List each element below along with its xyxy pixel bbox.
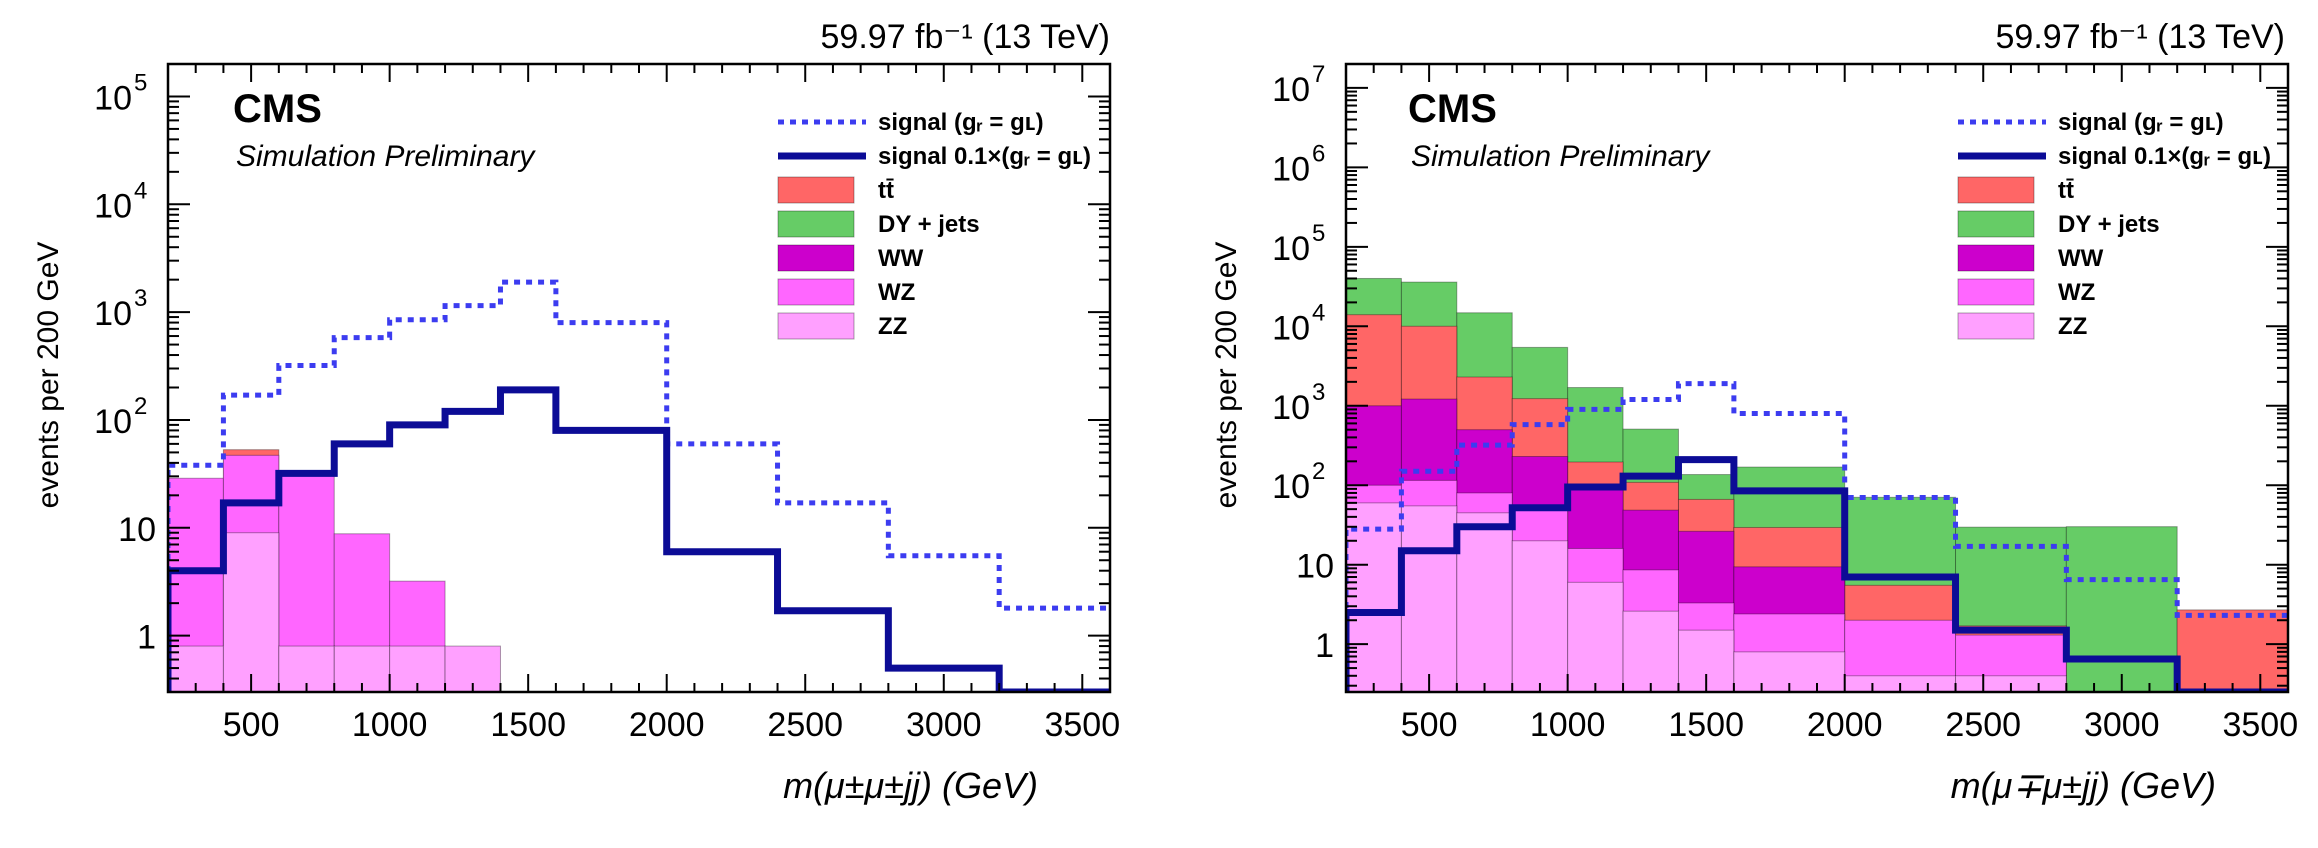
y-tick-label: 10 — [1272, 230, 1310, 268]
lumi-label-left: 59.97 fb⁻¹ (13 TeV) — [821, 18, 1110, 56]
legend-label-wz: WZ — [878, 279, 915, 306]
x-tick-label: 3500 — [2222, 706, 2298, 744]
x-tick-label: 2500 — [1945, 706, 2021, 744]
y-tick-label: 10 — [1296, 548, 1334, 586]
y-tick-exponent: 4 — [1312, 299, 1325, 326]
legend-swatch-ww — [777, 244, 855, 272]
legend-label-ww: WW — [878, 245, 924, 272]
y-tick-label: 10 — [94, 187, 132, 225]
sub-label-left: Simulation Preliminary — [236, 140, 536, 173]
y-tick-label: 10 — [1272, 389, 1310, 427]
plot-inner — [1346, 277, 2288, 692]
sub-label-right: Simulation Preliminary — [1411, 140, 1711, 173]
y-tick-label: 10 — [1272, 150, 1310, 188]
x-tick-label: 2500 — [767, 706, 843, 744]
x-tick-label: 1000 — [1530, 706, 1606, 744]
legend-swatch-zz — [1957, 312, 2035, 340]
y-tick-exponent: 2 — [134, 393, 147, 420]
y-tick-label: 10 — [1272, 309, 1310, 347]
x-tick-label: 3000 — [906, 706, 982, 744]
x-tick-label: 2000 — [629, 706, 705, 744]
plot-inner — [168, 279, 1110, 692]
y-tick-label: 10 — [94, 295, 132, 333]
bar-zz-bin-2 — [1456, 512, 1513, 692]
legend-label-ttbar: tt̄ — [878, 177, 894, 204]
legend-label-signal_dotted: signal (gᵣ = gʟ) — [2058, 109, 2224, 136]
bar-zz-bin-1 — [222, 532, 280, 692]
y-tick-label: 10 — [1272, 468, 1310, 506]
cms-label-left: CMS — [233, 87, 322, 131]
legend-label-signal_solid: signal 0.1×(gᵣ = gʟ) — [878, 143, 1091, 170]
legend-label-signal_solid: signal 0.1×(gᵣ = gʟ) — [2058, 143, 2271, 170]
legend-swatch-wz — [1957, 278, 2035, 306]
left-panel: 59.97 fb⁻¹ (13 TeV) events per 200 GeV m… — [32, 18, 1120, 806]
x-tick-label: 3500 — [1044, 706, 1120, 744]
legend-swatch-wz — [777, 278, 855, 306]
bar-zz-bin-1 — [1400, 505, 1458, 692]
y-tick-exponent: 5 — [1312, 220, 1325, 247]
bar-zz-bin-3 — [1511, 540, 1569, 692]
y-tick-exponent: 3 — [134, 285, 147, 312]
y-tick-exponent: 4 — [134, 177, 147, 204]
bar-zz-bin-5 — [1622, 610, 1679, 692]
bar-ttbar-bin-11 — [2176, 609, 2288, 692]
bar-zz-bin-4 — [1567, 581, 1624, 692]
legend-label-wz: WZ — [2058, 279, 2095, 306]
legend-label-ww: WW — [2058, 245, 2104, 272]
x-tick-label: 2000 — [1807, 706, 1883, 744]
x-tick-label: 1500 — [1668, 706, 1744, 744]
x-axis-label-left: m(μ±μ±jj) (GeV) — [783, 765, 1038, 806]
x-tick-label: 500 — [223, 706, 280, 744]
legend-right: signal (gᵣ = gʟ) signal 0.1×(gᵣ = gʟ) tt̄ D… — [1957, 109, 2271, 340]
legend-swatch-dy — [777, 210, 855, 238]
legend-swatch-ttbar — [777, 176, 855, 204]
y-tick-label: 10 — [118, 511, 156, 549]
x-tick-label: 1500 — [490, 706, 566, 744]
y-tick-label: 1 — [137, 619, 156, 657]
y-tick-exponent: 5 — [134, 69, 147, 96]
legend-label-zz: ZZ — [2058, 313, 2087, 340]
y-tick-label: 10 — [1272, 71, 1310, 109]
legend-label-zz: ZZ — [878, 313, 907, 340]
y-tick-exponent: 3 — [1312, 379, 1325, 406]
signal-dotted-line — [1346, 381, 2288, 692]
y-axis-label-left: events per 200 GeV — [32, 242, 65, 509]
legend-label-dy: DY + jets — [878, 211, 980, 238]
legend-swatch-dy — [1957, 210, 2035, 238]
right-panel: 59.97 fb⁻¹ (13 TeV) events per 200 GeV m… — [1210, 18, 2298, 806]
y-tick-exponent: 6 — [1312, 140, 1325, 167]
bar-dy-bin-10 — [2065, 526, 2178, 692]
legend-label-ttbar: tt̄ — [2058, 177, 2074, 204]
legend-swatch-ww — [1957, 244, 2035, 272]
x-tick-label: 500 — [1401, 706, 1458, 744]
legend-swatch-zz — [777, 312, 855, 340]
legend-swatch-ttbar — [1957, 176, 2035, 204]
legend-label-signal_dotted: signal (gᵣ = gʟ) — [878, 109, 1044, 136]
x-tick-label: 3000 — [2084, 706, 2160, 744]
lumi-label-right: 59.97 fb⁻¹ (13 TeV) — [1996, 18, 2285, 56]
y-tick-label: 10 — [94, 79, 132, 117]
signal-solid-line — [168, 386, 1110, 692]
y-tick-label: 1 — [1315, 627, 1334, 665]
y-tick-label: 10 — [94, 403, 132, 441]
y-axis-label-right: events per 200 GeV — [1210, 242, 1243, 509]
legend-label-dy: DY + jets — [2058, 211, 2160, 238]
legend-left: signal (gᵣ = gʟ) signal 0.1×(gᵣ = gʟ) tt̄ D… — [777, 109, 1091, 340]
signal-solid-line — [1346, 456, 2288, 692]
cms-label-right: CMS — [1408, 87, 1497, 131]
x-axis-label-right: m(μ∓μ±jj) (GeV) — [1951, 765, 2216, 806]
y-tick-exponent: 2 — [1312, 458, 1325, 485]
x-tick-label: 1000 — [352, 706, 428, 744]
y-tick-exponent: 7 — [1312, 61, 1325, 88]
